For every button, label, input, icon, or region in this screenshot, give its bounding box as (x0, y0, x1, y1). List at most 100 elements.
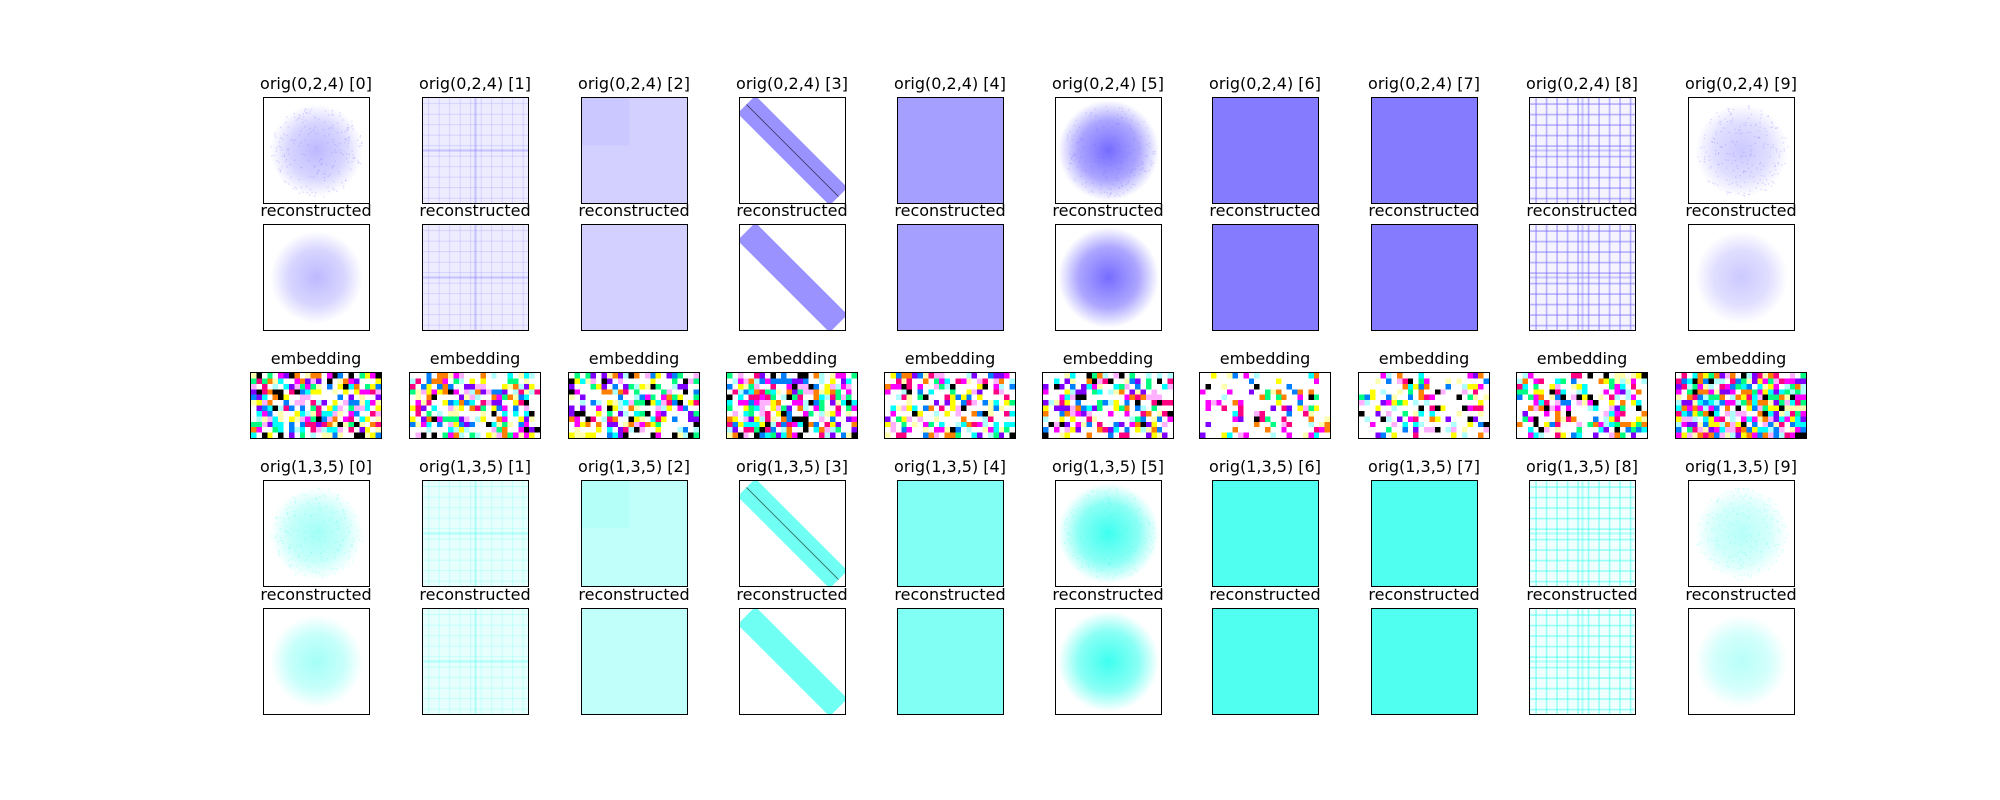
embedding-image (1676, 373, 1806, 438)
embedding-image (885, 373, 1015, 438)
orig-135-title: orig(1,3,5) [9] (1685, 457, 1797, 476)
orig-135-image (1372, 481, 1477, 586)
recon-135-title: reconstructed (1368, 585, 1480, 604)
embedding-panel (409, 372, 541, 439)
orig-024-title: orig(0,2,4) [3] (736, 74, 848, 93)
embedding-panel (1042, 372, 1174, 439)
recon-024-title: reconstructed (1526, 201, 1638, 220)
recon-024-title: reconstructed (260, 201, 372, 220)
recon-024-image (423, 225, 528, 330)
orig-135-panel (739, 480, 846, 587)
orig-024-title: orig(0,2,4) [5] (1052, 74, 1164, 93)
embedding-title: embedding (588, 349, 680, 368)
orig-024-image (1530, 98, 1635, 203)
recon-024-title: reconstructed (578, 201, 690, 220)
orig-024-title: orig(0,2,4) [6] (1209, 74, 1321, 93)
embedding-image (569, 373, 699, 438)
recon-135-panel (1688, 608, 1795, 715)
embedding-image (727, 373, 857, 438)
orig-024-panel (581, 97, 688, 204)
recon-135-panel (581, 608, 688, 715)
orig-135-title: orig(1,3,5) [1] (419, 457, 531, 476)
orig-024-title: orig(0,2,4) [8] (1526, 74, 1638, 93)
orig-135-title: orig(1,3,5) [4] (894, 457, 1006, 476)
recon-135-panel (1529, 608, 1636, 715)
orig-135-panel (897, 480, 1004, 587)
recon-024-panel (581, 224, 688, 331)
orig-135-image (1058, 483, 1159, 584)
orig-135-panel (1371, 480, 1478, 587)
recon-135-title: reconstructed (1052, 585, 1164, 604)
embedding-title: embedding (1695, 349, 1787, 368)
recon-135-image (1058, 611, 1159, 712)
embedding-image (1517, 373, 1647, 438)
orig-135-panel (1529, 480, 1636, 587)
orig-024-title: orig(0,2,4) [2] (578, 74, 690, 93)
recon-024-title: reconstructed (1368, 201, 1480, 220)
orig-024-image (898, 98, 1003, 203)
recon-135-title: reconstructed (1685, 585, 1797, 604)
orig-024-panel (739, 97, 846, 204)
embedding-panel (1358, 372, 1490, 439)
recon-024-image (1695, 231, 1788, 324)
embedding-image (1200, 373, 1330, 438)
recon-024-panel (1529, 224, 1636, 331)
orig-024-title: orig(0,2,4) [4] (894, 74, 1006, 93)
recon-024-title: reconstructed (894, 201, 1006, 220)
orig-024-image (270, 104, 363, 198)
orig-024-panel (897, 97, 1004, 204)
orig-024-panel (422, 97, 529, 204)
recon-024-image (740, 225, 845, 330)
recon-135-panel (1055, 608, 1162, 715)
orig-135-title: orig(1,3,5) [5] (1052, 457, 1164, 476)
embedding-image (1359, 373, 1489, 438)
orig-024-image (1213, 98, 1318, 203)
recon-135-title: reconstructed (419, 585, 531, 604)
orig-135-title: orig(1,3,5) [7] (1368, 457, 1480, 476)
orig-135-image (582, 481, 687, 586)
recon-024-panel (1055, 224, 1162, 331)
orig-135-image (1213, 481, 1318, 586)
orig-135-title: orig(1,3,5) [6] (1209, 457, 1321, 476)
recon-024-image (270, 231, 363, 324)
orig-024-title: orig(0,2,4) [0] (260, 74, 372, 93)
embedding-image (1043, 373, 1173, 438)
recon-024-image (1213, 225, 1318, 330)
orig-135-image (740, 481, 845, 586)
embedding-panel (884, 372, 1016, 439)
orig-135-panel (1688, 480, 1795, 587)
embedding-title: embedding (746, 349, 838, 368)
orig-135-panel (263, 480, 370, 587)
embedding-panel (250, 372, 382, 439)
recon-024-title: reconstructed (419, 201, 531, 220)
orig-135-image (898, 481, 1003, 586)
recon-135-image (270, 615, 363, 708)
orig-024-panel (1688, 97, 1795, 204)
recon-024-title: reconstructed (1685, 201, 1797, 220)
orig-024-panel (1529, 97, 1636, 204)
orig-135-image (1695, 487, 1789, 581)
orig-024-image (423, 98, 528, 203)
orig-135-title: orig(1,3,5) [3] (736, 457, 848, 476)
orig-024-image (582, 98, 687, 203)
embedding-title: embedding (1219, 349, 1311, 368)
recon-135-image (1213, 609, 1318, 714)
recon-135-panel (1212, 608, 1319, 715)
orig-135-title: orig(1,3,5) [0] (260, 457, 372, 476)
orig-135-title: orig(1,3,5) [8] (1526, 457, 1638, 476)
recon-024-image (1530, 225, 1635, 330)
embedding-panel (568, 372, 700, 439)
recon-135-panel (739, 608, 846, 715)
recon-024-panel (739, 224, 846, 331)
recon-135-image (582, 609, 687, 714)
recon-135-image (1530, 609, 1635, 714)
orig-135-image (270, 487, 364, 580)
orig-024-title: orig(0,2,4) [7] (1368, 74, 1480, 93)
recon-135-image (1372, 609, 1477, 714)
embedding-title: embedding (270, 349, 362, 368)
recon-135-title: reconstructed (736, 585, 848, 604)
recon-024-panel (1212, 224, 1319, 331)
embedding-title: embedding (904, 349, 996, 368)
recon-024-image (1372, 225, 1477, 330)
orig-024-panel (1055, 97, 1162, 204)
